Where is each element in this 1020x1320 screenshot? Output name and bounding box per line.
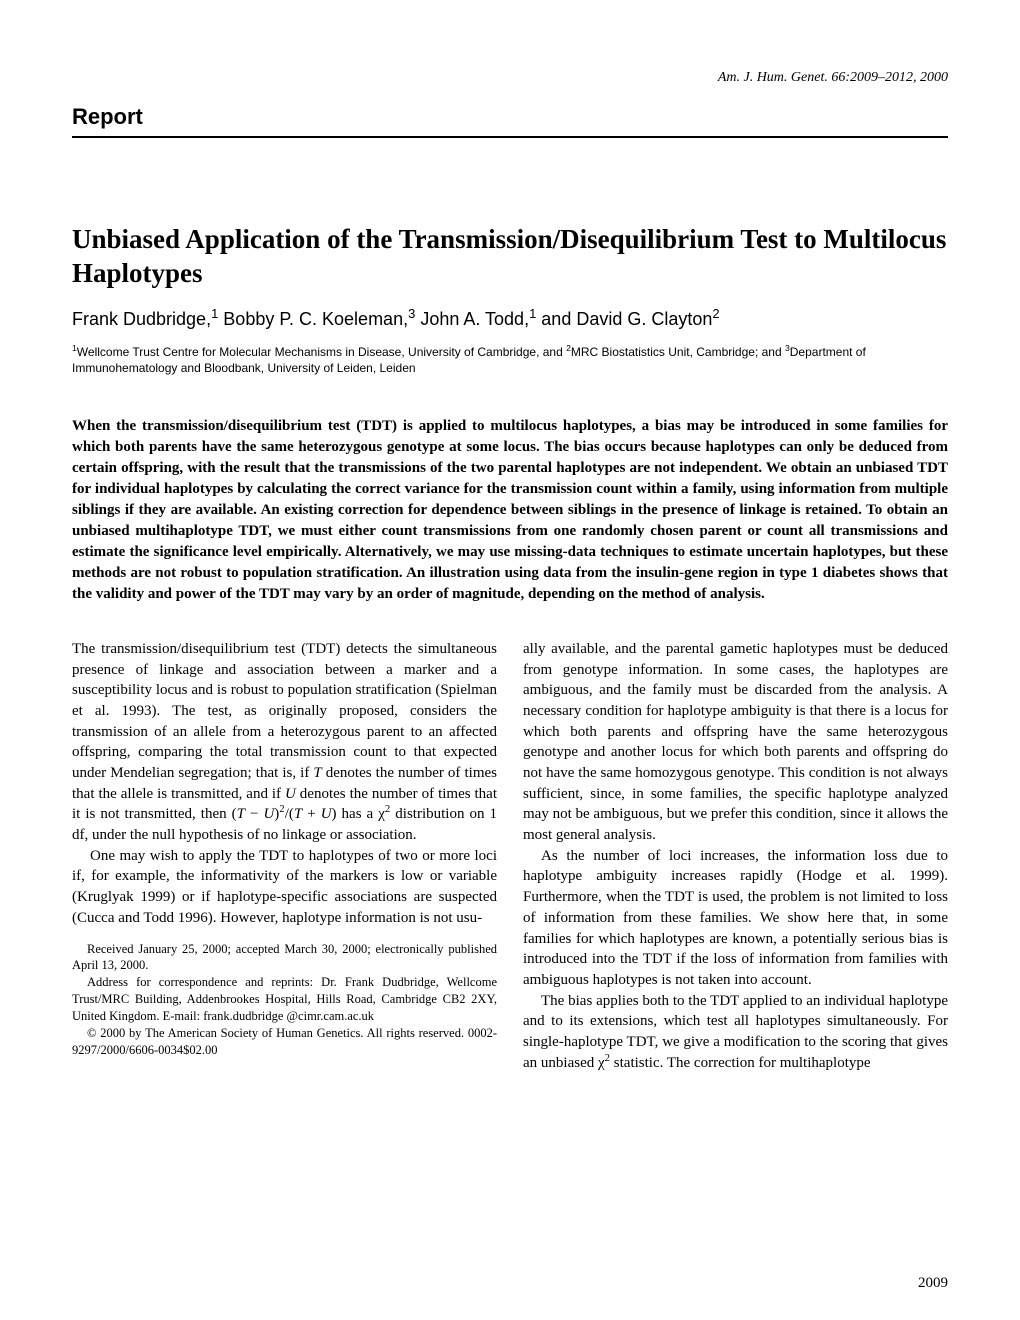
article-title: Unbiased Application of the Transmission…	[72, 223, 948, 291]
affiliations: 1Wellcome Trust Centre for Molecular Mec…	[72, 344, 948, 376]
body-columns: The transmission/disequilibrium test (TD…	[72, 639, 948, 1073]
body-paragraph: ally available, and the parental gametic…	[523, 639, 948, 846]
footnote-received: Received January 25, 2000; accepted Marc…	[72, 941, 497, 975]
body-paragraph: The bias applies both to the TDT applied…	[523, 991, 948, 1074]
section-label: Report	[72, 104, 948, 138]
footnote-copyright: © 2000 by The American Society of Human …	[72, 1025, 497, 1059]
body-paragraph: As the number of loci increases, the inf…	[523, 846, 948, 991]
page-number: 2009	[918, 1275, 948, 1292]
footnote-correspondence: Address for correspondence and reprints:…	[72, 974, 497, 1025]
body-paragraph: One may wish to apply the TDT to haploty…	[72, 846, 497, 929]
body-paragraph: The transmission/disequilibrium test (TD…	[72, 639, 497, 846]
journal-reference: Am. J. Hum. Genet. 66:2009–2012, 2000	[72, 70, 948, 86]
author-list: Frank Dudbridge,1 Bobby P. C. Koeleman,3…	[72, 309, 948, 330]
abstract: When the transmission/disequilibrium tes…	[72, 416, 948, 605]
footnotes-block: Received January 25, 2000; accepted Marc…	[72, 941, 497, 1059]
